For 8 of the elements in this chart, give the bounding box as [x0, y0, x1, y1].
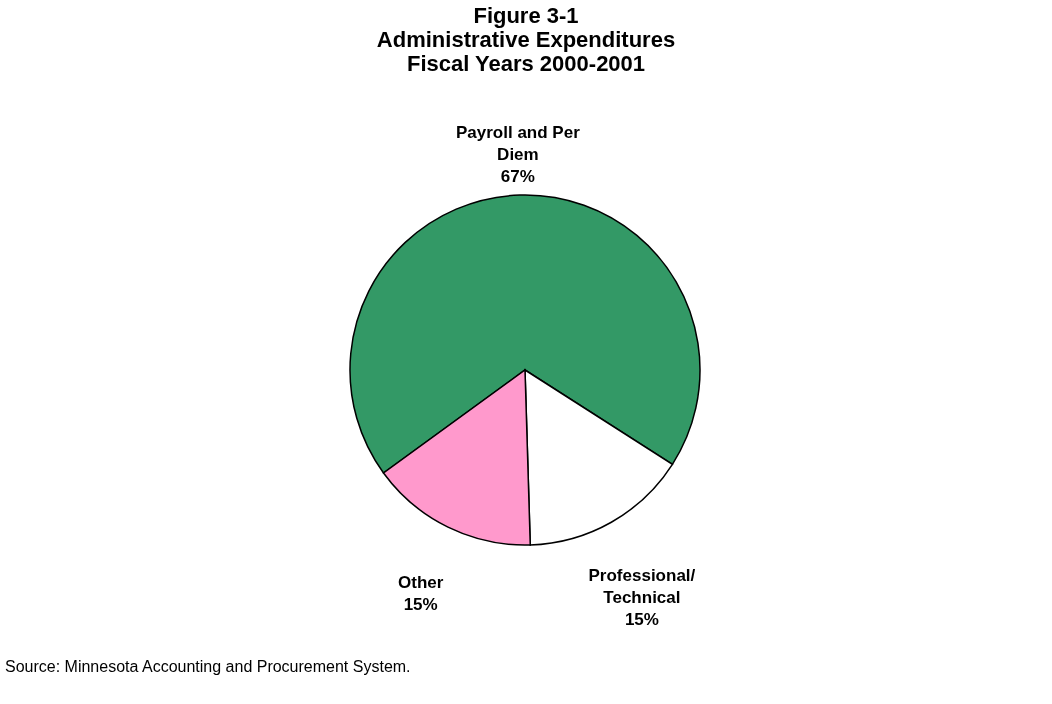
data-label: 67%: [500, 167, 535, 187]
slice-label: Payroll and Per Diem: [455, 123, 581, 165]
data-label: 15%: [624, 610, 659, 630]
source-note: Source: Minnesota Accounting and Procurement System.: [5, 658, 411, 675]
slice-label: Professional/ Technical: [588, 566, 696, 608]
data-label: 15%: [403, 594, 438, 614]
slice-label: Other: [398, 572, 444, 592]
chart-title: Figure 3-1 Administrative Expenditures Fiscal Years 2000-2001: [376, 3, 676, 76]
